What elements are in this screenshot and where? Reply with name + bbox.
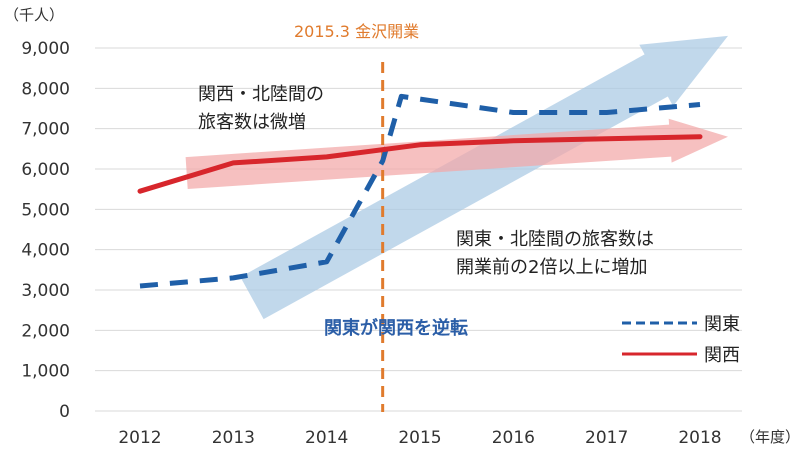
- y-tick-label: 0: [59, 402, 70, 422]
- trend-arrow-関東-trend: [240, 35, 728, 320]
- annotation-kansai-line2: 旅客数は微増: [198, 112, 306, 133]
- x-tick-label: 2018: [678, 428, 721, 448]
- x-axis-unit: （年度）: [740, 428, 800, 446]
- y-tick-label: 2,000: [21, 321, 70, 341]
- x-tick-label: 2014: [305, 428, 348, 448]
- annotation-reversal: 関東が関西を逆転: [324, 317, 468, 339]
- series-lines: [137, 93, 703, 289]
- legend-label-kanto: 関東: [704, 314, 740, 335]
- y-tick-label: 3,000: [21, 281, 70, 301]
- x-tick-label: 2017: [585, 428, 628, 448]
- x-axis: 2012 2013 2014 2015 2016 2017 2018: [118, 428, 721, 448]
- x-tick-label: 2016: [492, 428, 535, 448]
- legend-label-kansai: 関西: [704, 345, 740, 366]
- trend-arrows: [185, 35, 729, 320]
- series-line-関西: [137, 134, 703, 194]
- annotation-kanto-line2: 開業前の2倍以上に増加: [456, 257, 647, 278]
- annotation-kansai-line1: 関西・北陸間の: [198, 84, 324, 105]
- y-tick-label: 9,000: [21, 39, 70, 59]
- y-tick-label: 6,000: [21, 160, 70, 180]
- x-tick-label: 2015: [398, 428, 441, 448]
- y-axis: 0 1,000 2,000 3,000 4,000 5,000 6,000 7,000 8,00…: [21, 39, 70, 422]
- legend: 関東 関西: [622, 314, 740, 366]
- event-label: 2015.3 金沢開業: [294, 22, 419, 41]
- y-tick-label: 7,000: [21, 120, 70, 140]
- y-tick-label: 5,000: [21, 200, 70, 220]
- trend-arrow-関西-trend: [185, 118, 729, 189]
- series-line-関東: [139, 93, 701, 289]
- x-tick-label: 2012: [118, 428, 161, 448]
- y-tick-label: 8,000: [21, 79, 70, 99]
- x-tick-label: 2013: [212, 428, 255, 448]
- y-tick-label: 1,000: [21, 362, 70, 382]
- y-axis-unit: （千人）: [4, 6, 64, 24]
- y-tick-label: 4,000: [21, 241, 70, 261]
- annotation-kanto-line1: 関東・北陸間の旅客数は: [456, 229, 654, 250]
